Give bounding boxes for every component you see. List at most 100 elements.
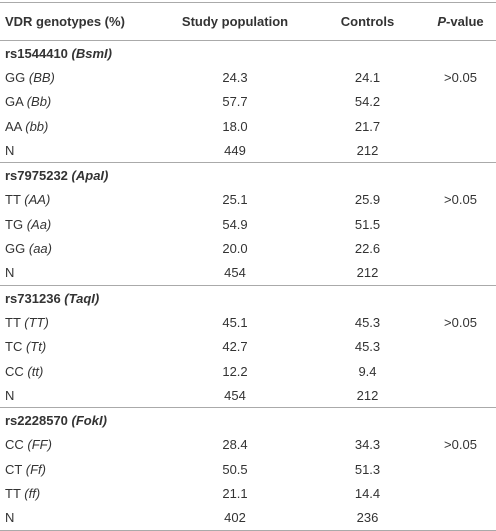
data-row: TG (Aa) 54.9 51.5 — [0, 212, 496, 236]
enzyme: (BsmI) — [71, 45, 112, 61]
header-cell: Study population — [160, 2, 310, 41]
enzyme: (TaqI) — [64, 290, 100, 306]
alleles: (TT) — [24, 314, 49, 330]
empty-cell — [425, 261, 496, 286]
header-text: -value — [446, 14, 484, 29]
data-row: GG (aa) 20.0 22.6 — [0, 236, 496, 260]
genotype: TG — [5, 216, 24, 232]
empty-cell — [425, 90, 496, 114]
group-cell: rs1544410 (BsmI) — [0, 41, 496, 66]
controls-value: 212 — [356, 387, 379, 403]
alleles: (Aa) — [26, 216, 52, 232]
genotype: N — [5, 387, 15, 403]
controls-value: 212 — [356, 265, 379, 281]
study-value: 20.0 — [222, 241, 248, 257]
empty-cell — [425, 506, 496, 531]
genotype: CT — [5, 461, 23, 477]
alleles: (AA) — [24, 192, 51, 208]
genotype-cell: TT (TT) — [0, 310, 160, 334]
data-row: TC (Tt) 42.7 45.3 — [0, 335, 496, 359]
study-value: 57.7 — [222, 94, 248, 110]
empty-cell — [425, 359, 496, 383]
empty-cell — [425, 138, 496, 163]
empty-cell — [425, 335, 496, 359]
group-cell: rs7975232 (ApaI) — [0, 162, 496, 188]
controls-value: 34.3 — [354, 437, 381, 453]
group-cell: rs731236 (TaqI) — [0, 284, 496, 311]
genotype-cell: GA (Bb) — [0, 90, 160, 114]
study-value: 12.2 — [222, 363, 248, 379]
genotype: CC — [5, 363, 24, 379]
study-value: 42.7 — [222, 339, 248, 355]
alleles: (tt) — [27, 363, 44, 379]
study-value: 454 — [224, 387, 246, 403]
controls-value: 45.3 — [354, 339, 381, 355]
alleles: (aa) — [28, 241, 52, 257]
genotype: N — [5, 510, 15, 526]
snp-id: rs731236 — [5, 290, 61, 306]
controls-value: 22.6 — [354, 241, 381, 257]
controls-value: 21.7 — [354, 118, 381, 134]
controls-value: 14.4 — [354, 485, 381, 501]
genotype: CC — [5, 437, 24, 453]
alleles: (bb) — [25, 118, 49, 134]
genotype-cell: TT (AA) — [0, 188, 160, 212]
data-row: CC (tt) 12.2 9.4 — [0, 359, 496, 383]
genotype: GA — [5, 94, 24, 110]
data-row: TT (ff) 21.1 14.4 — [0, 481, 496, 505]
empty-cell — [425, 212, 496, 236]
genotype-cell: TT (ff) — [0, 481, 160, 505]
controls-value: 212 — [356, 142, 379, 158]
genotype-cell: CC (FF) — [0, 433, 160, 457]
study-value: 18.0 — [222, 118, 248, 134]
study-value: 25.1 — [222, 192, 248, 208]
genotype: GG — [5, 241, 26, 257]
genotype-cell: CC (tt) — [0, 359, 160, 383]
study-value: 50.5 — [222, 461, 248, 477]
study-value: 45.1 — [222, 314, 248, 330]
controls-value: 25.9 — [354, 192, 381, 208]
data-row: TT (AA) 25.1 25.9 >0.05 — [0, 188, 496, 212]
genotype-cell: GG (BB) — [0, 65, 160, 89]
genotype-cell: N — [0, 138, 160, 163]
p-value: >0.05 — [444, 437, 477, 453]
empty-cell — [425, 457, 496, 481]
controls-value: 236 — [356, 510, 379, 526]
empty-cell — [425, 114, 496, 138]
snp-id: rs7975232 — [5, 168, 68, 184]
genotype: TT — [5, 314, 21, 330]
header-row: VDR genotypes (%) Study population Contr… — [0, 2, 496, 41]
controls-value: 54.2 — [354, 94, 381, 110]
genotype: N — [5, 265, 15, 281]
study-value: 28.4 — [222, 437, 248, 453]
genotype-cell: TC (Tt) — [0, 335, 160, 359]
study-value: 54.9 — [222, 216, 248, 232]
group-row: rs731236 (TaqI) — [0, 284, 496, 311]
alleles: (Ff) — [25, 461, 46, 477]
genotype-cell: N — [0, 383, 160, 408]
enzyme: (FokI) — [71, 413, 107, 429]
alleles: (ff) — [24, 485, 41, 501]
genotype-cell: N — [0, 506, 160, 531]
data-row: AA (bb) 18.0 21.7 — [0, 114, 496, 138]
controls-value: 45.3 — [354, 314, 381, 330]
genotype-cell: TG (Aa) — [0, 212, 160, 236]
genotype: GG — [5, 69, 26, 85]
controls-value: 51.5 — [354, 216, 381, 232]
genotype-cell: N — [0, 261, 160, 286]
enzyme: (ApaI) — [71, 168, 109, 184]
snp-id: rs2228570 — [5, 413, 68, 429]
p-value: >0.05 — [444, 192, 477, 208]
genotype: TC — [5, 339, 23, 355]
header-cell: Controls — [310, 2, 425, 41]
p-value: >0.05 — [444, 69, 477, 85]
empty-cell — [425, 236, 496, 260]
study-value: 402 — [224, 510, 246, 526]
genotype-cell: GG (aa) — [0, 236, 160, 260]
data-row: TT (TT) 45.1 45.3 >0.05 — [0, 310, 496, 334]
header-cell: VDR genotypes (%) — [0, 2, 160, 41]
data-row: N 454 212 — [0, 261, 496, 286]
data-row: N 402 236 — [0, 506, 496, 531]
genotype: N — [5, 142, 15, 158]
